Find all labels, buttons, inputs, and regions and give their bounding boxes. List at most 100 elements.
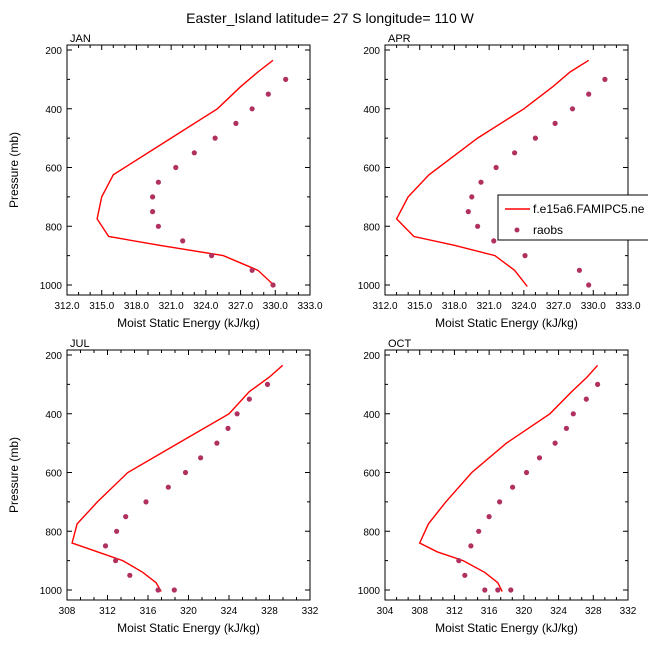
x-axis-label: Moist Static Energy (kJ/kg) — [117, 621, 260, 635]
x-tick-label: 327.0 — [546, 301, 571, 312]
panel-apr: APR 312.0 315.0 318.0 321.0 324.0 327.0 330.0 33… — [358, 33, 641, 330]
raobs-point — [495, 587, 501, 593]
raobs-point — [234, 411, 240, 417]
y-axis-label: Pressure (mb) — [7, 132, 21, 208]
raobs-point — [491, 238, 497, 244]
x-axis-label: Moist Static Energy (kJ/kg) — [435, 621, 578, 635]
raobs-point — [552, 120, 558, 126]
model-profile-line — [71, 364, 284, 592]
panel-jan: JAN 312.0 315.0 318.0 321.0 324.0 327.0 330.0 33… — [7, 33, 323, 330]
x-tick-label: 330.0 — [581, 301, 606, 312]
raobs-point — [569, 106, 576, 112]
x-tick-label: 333.0 — [615, 301, 640, 312]
figure-title: Easter_Island latitude= 27 S longitude= … — [186, 10, 474, 26]
y-tick-label: 400 — [45, 410, 62, 421]
raobs-point — [478, 179, 484, 185]
raobs-point — [468, 543, 474, 549]
x-tick-label: 312.0 — [54, 301, 79, 312]
y-tick-label: 800 — [45, 222, 62, 233]
raobs-point — [469, 194, 475, 200]
raobs-point — [476, 528, 482, 534]
raobs-point — [522, 253, 528, 259]
x-tick-label: 321.0 — [477, 301, 502, 312]
raobs-point — [486, 514, 492, 520]
x-tick-label: 316 — [481, 606, 498, 617]
y-tick-label: 400 — [363, 410, 380, 421]
raobs-point — [523, 469, 530, 476]
raobs-point — [165, 484, 171, 490]
y-tick-label: 200 — [45, 351, 62, 362]
legend: f.e15a6.FAMIPC5.ne raobs — [497, 194, 648, 241]
y-tick-label: 800 — [363, 222, 380, 233]
raobs-point — [249, 267, 255, 273]
panel-oct: OCT 304 308 312 316 320 324 328 332 200 400 600 800 1… — [358, 338, 637, 635]
raobs-point — [180, 238, 186, 244]
x-tick-label: 315.0 — [89, 301, 114, 312]
raobs-point — [270, 282, 276, 288]
plot-frame — [66, 44, 311, 296]
x-tick-label: 324 — [550, 606, 567, 617]
raobs-point — [155, 223, 161, 229]
raobs-point — [198, 455, 204, 461]
y-tick-label: 1000 — [40, 586, 63, 597]
raobs-point — [246, 396, 252, 402]
y-tick-label: 600 — [45, 164, 62, 175]
x-axis-label: Moist Static Energy (kJ/kg) — [117, 316, 260, 330]
legend-dot-swatch — [514, 227, 520, 233]
y-tick-label: 200 — [45, 46, 62, 57]
raobs-point — [482, 587, 488, 593]
raobs-point — [123, 514, 129, 520]
x-tick-label: 318.0 — [442, 301, 467, 312]
raobs-point — [113, 558, 119, 564]
x-tick-label: 324.0 — [193, 301, 218, 312]
legend-model-label: f.e15a6.FAMIPC5.ne — [533, 202, 645, 216]
raobs-point — [563, 425, 570, 431]
raobs-point — [209, 253, 215, 259]
legend-obs-label: raobs — [533, 223, 563, 237]
x-tick-label: 321.0 — [159, 301, 184, 312]
raobs-point — [225, 425, 231, 431]
raobs-point — [497, 499, 503, 505]
x-tick-label: 320 — [180, 606, 197, 617]
raobs-point — [191, 150, 197, 156]
model-profile-line — [96, 59, 276, 288]
raobs-point — [493, 164, 499, 171]
raobs-point — [155, 587, 161, 593]
panel-label: APR — [388, 33, 411, 45]
raobs-point — [552, 440, 558, 446]
y-tick-label: 200 — [363, 46, 380, 57]
raobs-point — [532, 135, 539, 141]
raobs-point — [233, 120, 239, 126]
raobs-point — [283, 76, 289, 82]
x-tick-label: 333.0 — [297, 301, 322, 312]
y-axis-label: Pressure (mb) — [7, 437, 21, 513]
y-tick-label: 1000 — [358, 586, 381, 597]
y-tick-label: 400 — [363, 105, 380, 116]
raobs-point — [214, 440, 220, 446]
plot-frame — [384, 349, 629, 601]
raobs-point — [511, 150, 518, 156]
raobs-point — [182, 469, 189, 476]
x-tick-label: 304 — [377, 606, 394, 617]
raobs-point — [595, 381, 601, 387]
raobs-point — [264, 381, 271, 387]
x-axis-label: Moist Static Energy (kJ/kg) — [435, 316, 578, 330]
raobs-point — [265, 91, 271, 97]
x-tick-label: 308 — [411, 606, 428, 617]
raobs-point — [509, 484, 516, 490]
x-tick-label: 316 — [140, 606, 157, 617]
x-tick-label: 332 — [620, 606, 637, 617]
raobs-point — [150, 209, 156, 215]
y-tick-label: 600 — [363, 469, 380, 480]
raobs-point — [173, 164, 179, 171]
x-tick-label: 315.0 — [407, 301, 432, 312]
raobs-point — [586, 91, 592, 97]
panel-label: OCT — [388, 338, 412, 350]
raobs-point — [249, 106, 255, 112]
legend-box — [497, 194, 648, 241]
raobs-point — [212, 135, 218, 141]
x-tick-label: 332 — [302, 606, 319, 617]
y-tick-label: 1000 — [40, 281, 63, 292]
model-profile-line — [395, 59, 590, 287]
